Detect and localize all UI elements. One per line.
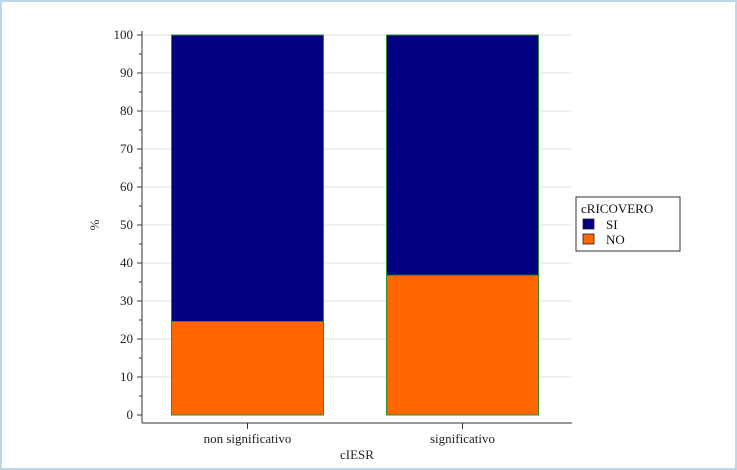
y-tick-label: 50	[120, 217, 133, 232]
legend-label-si: SI	[606, 217, 618, 232]
y-axis-title: %	[87, 219, 102, 230]
bar-segment-si	[386, 34, 539, 276]
x-tick-label: significativo	[430, 431, 495, 446]
bar-segment-no	[386, 274, 539, 416]
y-tick-label: 60	[120, 179, 133, 194]
x-tick-label: non significativo	[204, 431, 292, 446]
y-tick-label: 30	[120, 293, 133, 308]
y-tick-label: 90	[120, 65, 133, 80]
y-tick-label: 20	[120, 331, 133, 346]
y-tick-label: 100	[114, 27, 134, 42]
y-tick-label: 70	[120, 141, 133, 156]
y-tick-label: 40	[120, 255, 133, 270]
legend-swatch-si	[582, 218, 595, 230]
bar-segment-si	[171, 34, 324, 323]
legend-swatch-no	[582, 233, 595, 245]
bar-segment-no	[171, 321, 324, 416]
y-ticks: 0 10 20 30 40 50 60 70 80 90 100	[114, 27, 142, 422]
x-ticks: non significativo significativo	[204, 423, 495, 446]
bars	[171, 34, 539, 416]
x-axis-title: cIESR	[340, 447, 374, 462]
y-tick-label: 0	[127, 407, 134, 422]
y-tick-label: 80	[120, 103, 133, 118]
y-tick-label: 10	[120, 369, 133, 384]
legend-label-no: NO	[606, 232, 625, 247]
legend-title: cRICOVERO	[581, 201, 653, 216]
